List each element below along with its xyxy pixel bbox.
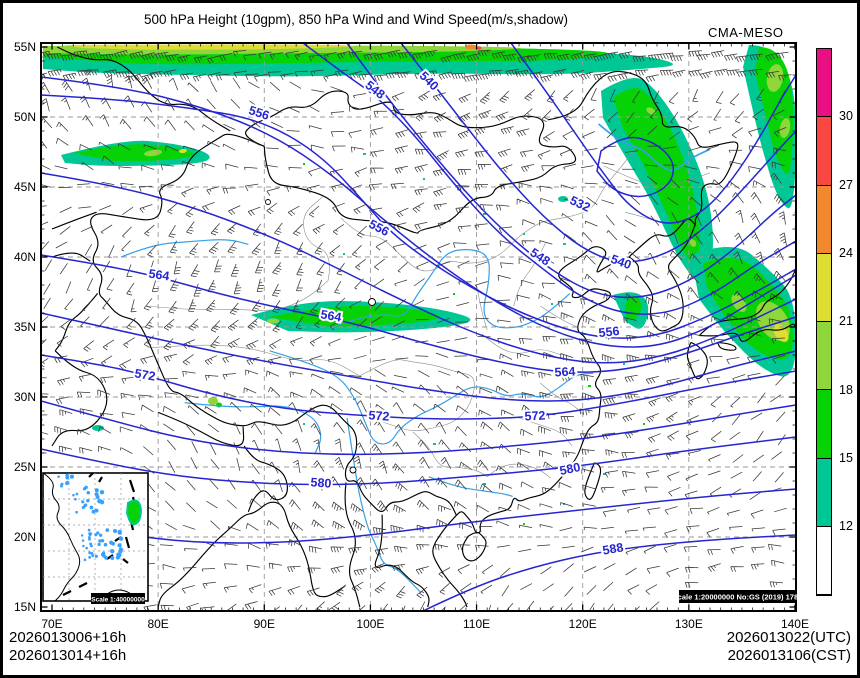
x-tick-label: 100E [356, 617, 384, 631]
contour-label: 556 [598, 324, 620, 340]
wind-barbs [41, 49, 792, 611]
south-china-sea-inset: Scale 1:40000000 [42, 472, 149, 604]
y-tick-label: 55N [14, 40, 36, 54]
colorbar-segment [817, 117, 831, 186]
colorbar-segment [817, 527, 831, 596]
scale-box [679, 590, 796, 603]
axis-ticks [41, 43, 796, 611]
contour-588 [422, 534, 796, 611]
colorbar-segment [817, 49, 831, 118]
colorbar-tick-label: 27 [839, 177, 853, 192]
wind-speed-colorbar: 30 27 24 21 18 15 12 [816, 48, 853, 597]
contour-label: 564 [148, 267, 171, 284]
y-tick-label: 30N [14, 390, 36, 404]
contour-572 [41, 354, 796, 420]
axis-labels: 70E 80E 90E 100E 110E 120E 130E 140E 55N 50N 45N 40… [14, 40, 809, 631]
province-boundaries [147, 147, 711, 479]
contour-label: 532 [568, 193, 593, 215]
colorbar-tick-label: 21 [839, 314, 853, 329]
graticule [41, 43, 796, 611]
colorbar-tick-label: 15 [839, 450, 853, 465]
colorbar-tick-label: 12 [839, 519, 853, 534]
x-tick-label: 130E [675, 617, 703, 631]
contour-552 [41, 76, 796, 348]
colorbar-segment [817, 390, 831, 459]
contour-label: 572 [524, 408, 546, 423]
valid-time-labels: 2026013022(UTC) 2026013106(CST) [727, 629, 851, 665]
height-contours [41, 43, 796, 611]
x-tick-label: 120E [569, 617, 597, 631]
colorbar-segment [817, 322, 831, 391]
colorbar-segment [817, 458, 831, 528]
valid-time-utc: 2026013022(UTC) [726, 629, 851, 646]
wind-speed-shading [43, 44, 796, 525]
init-time-line1: 2026013006+16h [9, 629, 127, 646]
contour-label: 580 [310, 475, 332, 490]
x-tick-label: 110E [463, 617, 490, 631]
x-tick-label: 90E [254, 617, 275, 631]
contour-544 [346, 43, 796, 299]
contour-label: 572 [368, 408, 390, 423]
colorbar-segment [817, 253, 831, 323]
contour-532 [596, 136, 675, 198]
y-tick-label: 20N [14, 530, 36, 544]
x-tick-label: 70E [41, 617, 62, 631]
contour-label: 548 [527, 245, 552, 268]
model-branding: CMA-MESO [708, 25, 784, 40]
y-tick-label: 40N [14, 250, 36, 264]
y-tick-label: 15N [14, 600, 36, 614]
contour-568 [41, 312, 796, 402]
contour-label: 580 [558, 460, 581, 478]
contour-560 [41, 172, 796, 364]
contour-540 [400, 43, 796, 263]
contour-556 [41, 94, 796, 339]
contour-564 [41, 254, 796, 373]
valid-time-cst: 2026013106(CST) [727, 647, 851, 664]
contour-580 [41, 436, 796, 486]
init-time-line2: 2026013014+16h [9, 647, 127, 664]
x-tick-label: 80E [147, 617, 168, 631]
inset-scale-label: Scale 1:40000000 [91, 597, 145, 604]
contour-584 [41, 488, 796, 544]
x-tick-label: 140E [781, 617, 809, 631]
colorbar-tick-label: 18 [839, 382, 853, 397]
colorbar-segment [817, 185, 831, 254]
y-tick-label: 25N [14, 460, 36, 474]
contour-label: 548 [362, 78, 387, 102]
contour-label: 564 [320, 307, 343, 324]
contour-576 [41, 400, 796, 456]
contour-label: 588 [602, 540, 625, 557]
contour-536 [510, 43, 796, 224]
y-tick-label: 45N [14, 180, 36, 194]
y-tick-label: 35N [14, 320, 36, 334]
main-scale-label: Scale 1:20000000 No:GS (2019) 1786 [673, 593, 803, 602]
chart-title: 500 hPa Height (10gpm), 850 hPa Wind and… [144, 12, 568, 27]
contour-548 [302, 43, 796, 315]
contour-label: 572 [134, 366, 157, 383]
contour-label: 540 [609, 252, 633, 272]
colorbar-tick-label: 24 [839, 245, 853, 260]
y-tick-label: 50N [14, 110, 36, 124]
contour-label: 564 [554, 364, 576, 379]
init-time-labels: 2026013006+16h 2026013014+16h [9, 629, 126, 665]
colorbar-tick-label: 30 [839, 109, 853, 124]
